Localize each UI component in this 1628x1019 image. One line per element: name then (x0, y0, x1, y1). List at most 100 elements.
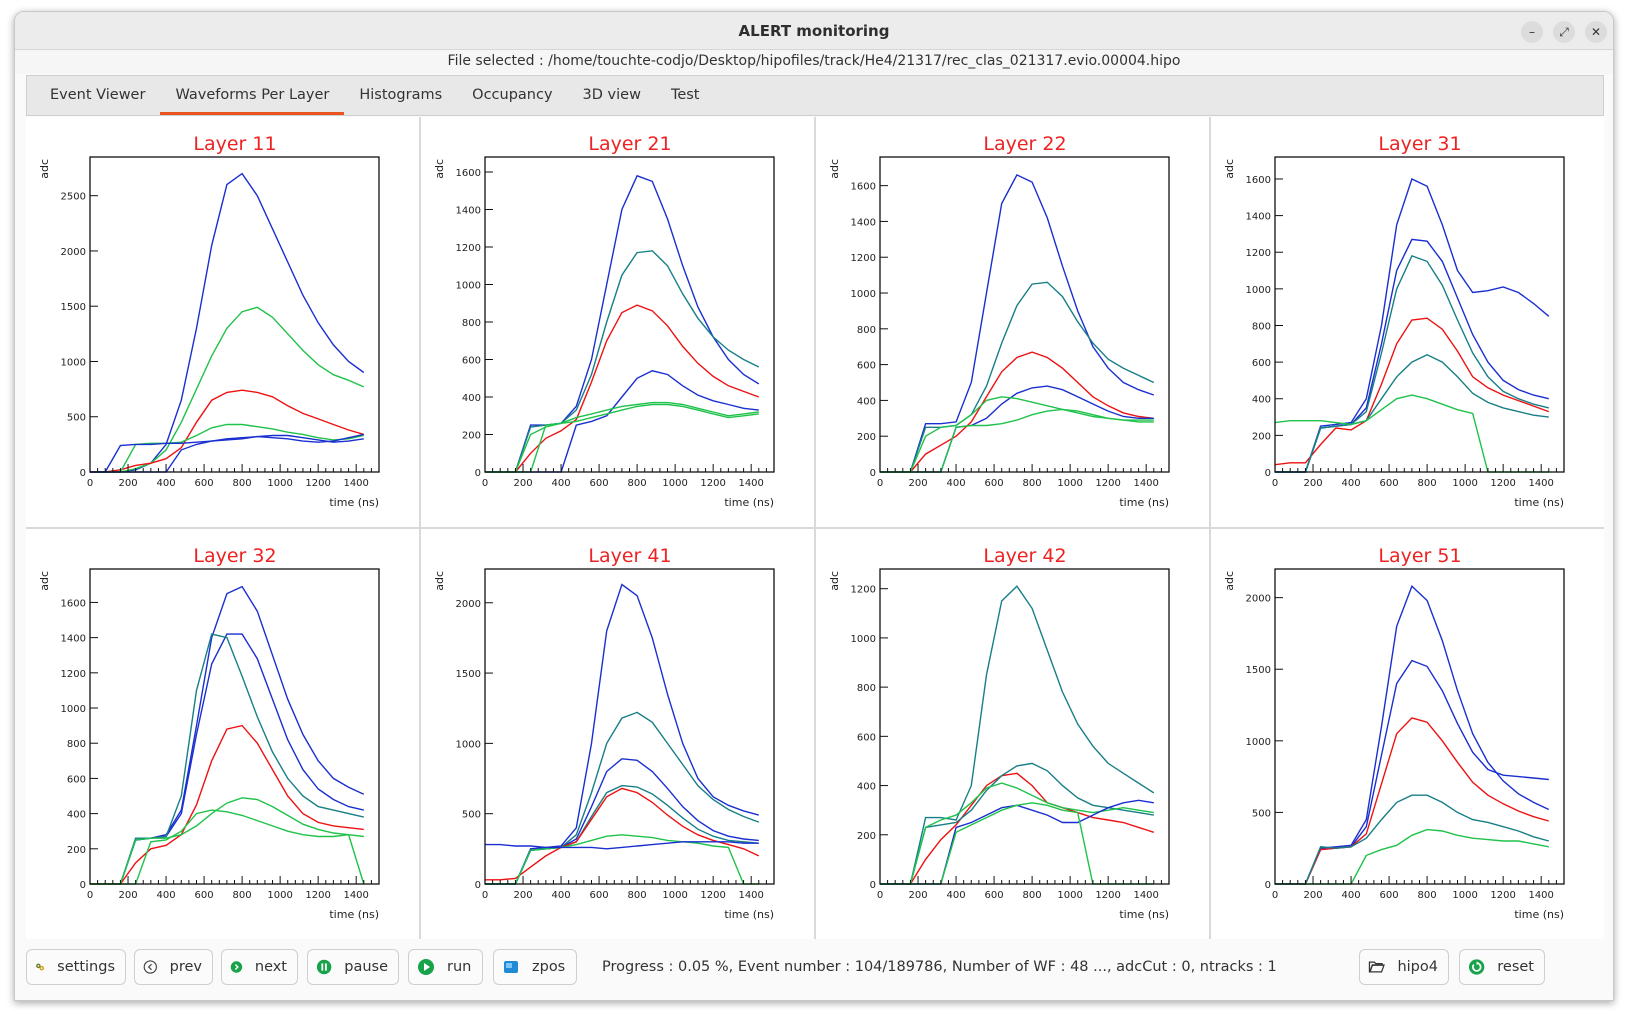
run-label: run (447, 959, 472, 975)
hipo4-button[interactable]: hipo4 (1359, 949, 1449, 985)
layer-chart: Layer 31 0 200 400 600 800 1000 1200 1400 0 200 400… (1223, 133, 1565, 509)
waveform-line (1275, 794, 1549, 885)
x-tick-label: 800 (233, 890, 252, 901)
y-tick-label: 400 (67, 810, 86, 821)
y-tick-label: 0 (80, 468, 86, 479)
y-tick-label: 1500 (1246, 665, 1271, 676)
y-axis-label: adc (1223, 159, 1236, 179)
y-tick-label: 0 (870, 468, 876, 479)
chevron-left-circle-icon (143, 960, 157, 974)
waveform-line (880, 351, 1154, 473)
waveform-line (90, 172, 365, 473)
x-tick-label: 1000 (1452, 890, 1477, 901)
x-tick-label: 200 (1303, 890, 1322, 901)
y-axis-label: adc (433, 571, 446, 591)
x-tick-label: 400 (157, 890, 176, 901)
y-tick-label: 1500 (61, 302, 86, 313)
close-button[interactable]: ✕ (1585, 21, 1607, 43)
x-tick-label: 600 (985, 478, 1004, 489)
x-tick-label: 400 (552, 478, 571, 489)
x-tick-label: 200 (513, 890, 532, 901)
x-tick-label: 1400 (738, 890, 763, 901)
layer-chart: Layer 41 0 200 400 600 800 1000 1200 1400 0 500 100… (433, 545, 775, 921)
y-tick-label: 1400 (1246, 212, 1271, 223)
pause-button[interactable]: pause (307, 949, 399, 985)
chart-title: Layer 31 (1378, 133, 1461, 155)
x-tick-label: 0 (482, 478, 488, 489)
y-tick-label: 2000 (61, 247, 86, 258)
layer-chart: Layer 51 0 200 400 600 800 1000 1200 1400 0 500 100… (1223, 545, 1565, 921)
x-axis-label: time (ns) (1514, 908, 1564, 921)
maximize-button[interactable]: ⤢ (1553, 21, 1575, 43)
plot-panel[interactable]: Layer 51 0 200 400 600 800 1000 1200 1400 0 500 100… (1211, 529, 1604, 939)
plot-frame (484, 156, 775, 473)
y-tick-label: 500 (67, 413, 86, 424)
x-tick-label: 800 (1023, 478, 1042, 489)
plot-frame (1274, 568, 1565, 885)
x-tick-label: 800 (1418, 478, 1437, 489)
tab-event-viewer[interactable]: Event Viewer (50, 87, 146, 103)
plot-panel[interactable]: Layer 42 0 200 400 600 800 1000 1200 1400 0 200 400… (816, 529, 1209, 939)
waveform-line (1275, 238, 1549, 473)
waveform-line (485, 787, 760, 881)
waveform-line (90, 585, 365, 885)
x-tick-label: 400 (552, 890, 571, 901)
x-tick-label: 1000 (267, 478, 292, 489)
y-tick-label: 1000 (1246, 737, 1271, 748)
x-tick-label: 1000 (662, 890, 687, 901)
y-axis-label: adc (433, 159, 446, 179)
y-tick-label: 400 (857, 396, 876, 407)
minimize-button[interactable]: – (1521, 21, 1543, 43)
zpos-button[interactable]: zpos (493, 949, 577, 985)
reset-label: reset (1497, 959, 1534, 975)
plot-panel[interactable]: Layer 11 0 200 400 600 800 1000 1200 1400 0 500 100… (26, 117, 419, 527)
y-tick-label: 1400 (851, 217, 876, 228)
x-tick-label: 600 (195, 890, 214, 901)
chart-title: Layer 32 (193, 545, 276, 567)
next-button[interactable]: next (221, 949, 298, 985)
x-axis-label: time (ns) (724, 908, 774, 921)
x-tick-label: 400 (1342, 890, 1361, 901)
plot-panel[interactable]: Layer 31 0 200 400 600 800 1000 1200 1400 0 200 400… (1211, 117, 1604, 527)
y-tick-label: 600 (857, 732, 876, 743)
chart-title: Layer 22 (983, 133, 1066, 155)
run-button[interactable]: run (408, 949, 483, 985)
y-tick-label: 1200 (851, 253, 876, 264)
prev-button[interactable]: prev (134, 949, 213, 985)
plot-panel[interactable]: Layer 21 0 200 400 600 800 1000 1200 1400 0 200 400… (421, 117, 814, 527)
x-tick-label: 1400 (1133, 890, 1158, 901)
y-axis-label: adc (828, 159, 841, 179)
x-tick-label: 1400 (1528, 478, 1553, 489)
zpos-icon (504, 961, 518, 973)
plot-panel[interactable]: Layer 22 0 200 400 600 800 1000 1200 1400 0 200 400… (816, 117, 1209, 527)
x-tick-label: 200 (513, 478, 532, 489)
waveform-line (880, 782, 1154, 885)
waveform-line (1275, 584, 1550, 885)
tab-3d-view[interactable]: 3D view (582, 87, 641, 103)
app-window: ALERT monitoring – ⤢ ✕ File selected : /… (14, 11, 1614, 1001)
pause-icon (316, 959, 332, 975)
x-axis-label: time (ns) (1514, 496, 1564, 509)
chart-title: Layer 42 (983, 545, 1066, 567)
x-tick-label: 400 (947, 890, 966, 901)
x-tick-label: 1000 (267, 890, 292, 901)
reset-button[interactable]: reset (1459, 949, 1545, 985)
pause-label: pause (344, 959, 388, 975)
x-tick-label: 200 (908, 890, 927, 901)
tab-histograms[interactable]: Histograms (359, 87, 443, 103)
settings-button[interactable]: settings (26, 949, 126, 985)
plot-panel[interactable]: Layer 41 0 200 400 600 800 1000 1200 1400 0 500 100… (421, 529, 814, 939)
tab-occupancy[interactable]: Occupancy (472, 87, 553, 103)
y-tick-label: 1600 (61, 598, 86, 609)
tab-test[interactable]: Test (670, 87, 700, 103)
status-text: Progress : 0.05 %, Event number : 104/18… (602, 959, 1277, 975)
waveform-line (485, 841, 759, 850)
x-tick-label: 1200 (305, 478, 330, 489)
x-tick-label: 1000 (1057, 890, 1082, 901)
plot-panel[interactable]: Layer 32 0 200 400 600 800 1000 1200 1400 0 200 400… (26, 529, 419, 939)
tab-waveforms-per-layer[interactable]: Waveforms Per Layer (160, 76, 345, 115)
y-tick-label: 600 (857, 361, 876, 372)
y-tick-label: 1400 (61, 634, 86, 645)
x-tick-label: 600 (590, 478, 609, 489)
y-tick-label: 400 (462, 393, 481, 404)
